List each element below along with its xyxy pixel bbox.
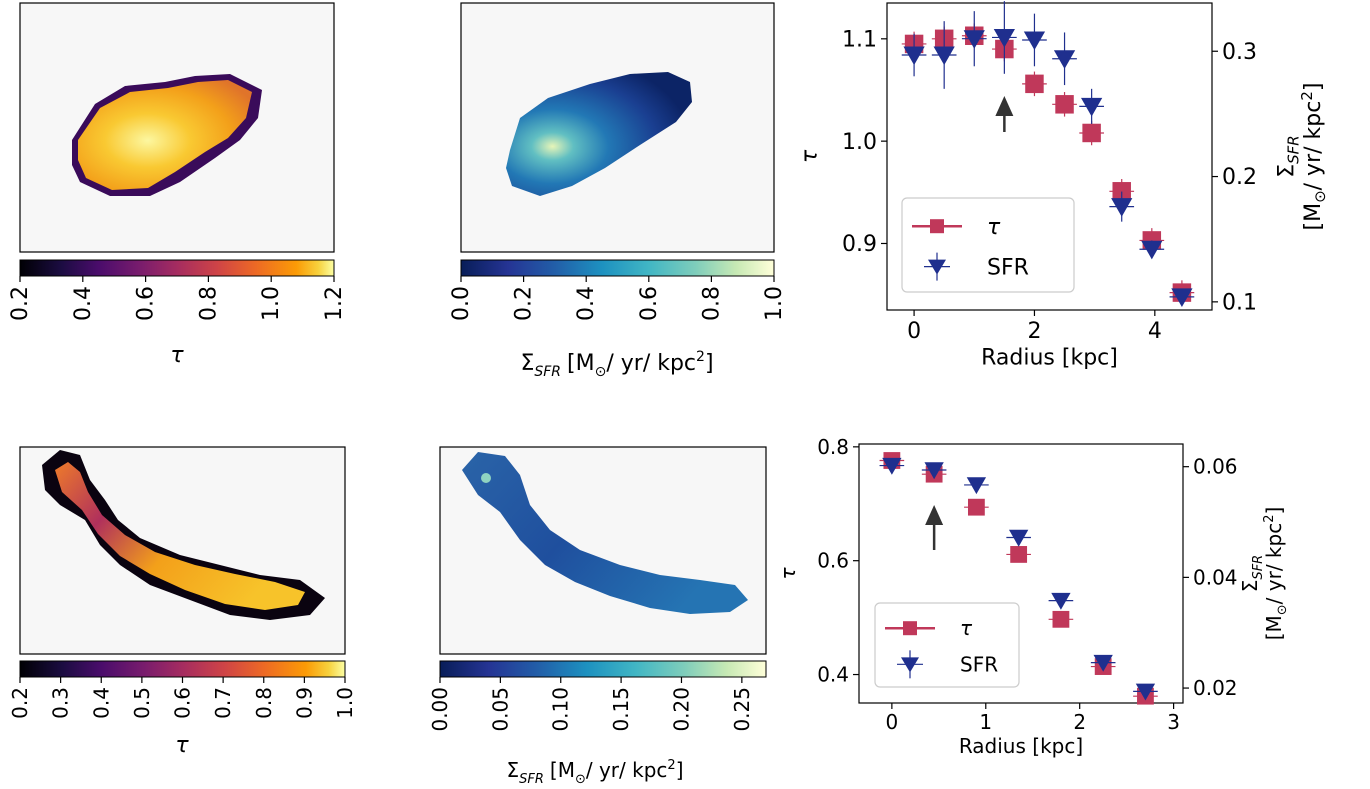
x-tick-label: 1 (979, 710, 992, 734)
x-tick-label: 0 (907, 319, 921, 344)
colorbar-tick-label: 0.25 (730, 687, 754, 732)
sfr-point (1009, 530, 1028, 547)
colorbar-tick-label: 0.6 (134, 286, 159, 321)
y2-axis-label-unit: [M⊙/ yr/ kpc2] (1262, 507, 1290, 641)
y-tick-label: 0.9 (842, 232, 877, 257)
tau-point (1055, 95, 1073, 113)
colorbar-tick-label: 1.2 (322, 286, 347, 321)
x-tick-label: 2 (1073, 710, 1086, 734)
sfr-point (1081, 98, 1102, 117)
y2-tick-label: 0.2 (1222, 165, 1257, 190)
y-tick-label: 0.6 (817, 549, 849, 573)
arrow-icon (925, 505, 943, 525)
colorbar-tick-label: 0.05 (488, 687, 512, 732)
legend-tau-marker (903, 621, 917, 635)
tau-point (968, 499, 985, 516)
map-tau-bottom (20, 447, 345, 654)
profile-plot-top: 0 2 4 0.9 1.0 1.1 0.1 0.2 0.3 Radius [kpc] τ ΣSFR[M… (798, 1, 1329, 370)
y-tick-label: 1.0 (842, 130, 877, 155)
y2-axis-label-unit: [M⊙/ yr/ kpc2] (1298, 83, 1329, 231)
colorbar-tau-bottom-label: τ (175, 733, 189, 758)
colorbar-tick-label: 0.5 (130, 687, 154, 719)
y2-tick-label: 0.06 (1193, 455, 1238, 479)
sfr-point (967, 477, 986, 494)
y2-tick-label: 0.02 (1193, 676, 1238, 700)
profile-plot-bottom: 0 1 2 3 0.4 0.6 0.8 0.02 0.04 0.06 Radius [kpc] τ ΣS… (776, 435, 1290, 758)
x-tick-label: 3 (1167, 710, 1180, 734)
tau-point (1053, 611, 1070, 628)
colorbar-tick-label: 0.9 (292, 687, 316, 719)
map-sfr-bottom (440, 447, 766, 654)
y2-axis-label-symbol: ΣSFR (1274, 135, 1302, 177)
colorbar-tick-label: 0.6 (637, 286, 662, 321)
y-axis-label: τ (798, 149, 823, 163)
colorbar-tick-label: 0.4 (574, 286, 599, 321)
legend-tau-label: τ (960, 616, 973, 640)
legend: τ SFR (902, 198, 1074, 292)
y2-tick-label: 0.04 (1193, 565, 1238, 589)
colorbar-tick-label: 0.00 (428, 687, 452, 732)
legend-tau-label: τ (987, 215, 1001, 240)
colorbar-tick-label: 0.3 (49, 687, 73, 719)
x-axis-label: Radius [kpc] (959, 734, 1083, 758)
colorbar-sfr-bottom: 0.00 0.05 0.10 0.15 0.20 0.25 ΣSFR [M⊙/ yr/ kp… (428, 661, 766, 787)
sfr-point (1111, 198, 1132, 217)
colorbar-tick-label: 0.2 (8, 687, 32, 719)
tau-point (1010, 546, 1027, 563)
x-tick-label: 0 (886, 710, 899, 734)
y2-tick-label: 0.3 (1222, 40, 1257, 65)
colorbar-tick-label: 0.6 (171, 687, 195, 719)
colorbar-sfr-bottom-label: ΣSFR [M⊙/ yr/ kpc2] (507, 758, 684, 787)
colorbar-tick-label: 1.0 (259, 286, 284, 321)
x-tick-label: 4 (1148, 319, 1162, 344)
x-tick-label: 2 (1027, 319, 1041, 344)
colorbar-tick-label: 1.0 (333, 687, 357, 719)
legend: τ SFR (875, 603, 1019, 687)
legend-sfr-label: SFR (987, 255, 1029, 280)
colorbar-tick-label: 0.20 (669, 687, 693, 732)
arrow-icon (995, 96, 1013, 116)
colorbar-tick-label: 0.0 (449, 286, 474, 321)
colorbar-tick-label: 0.4 (71, 286, 96, 321)
colorbar-tick-label: 0.7 (211, 687, 235, 719)
colorbar-tick-label: 0.15 (609, 687, 633, 732)
y-axis-label: τ (776, 567, 800, 580)
x-axis-label: Radius [kpc] (981, 345, 1118, 370)
legend-tau-marker (930, 219, 944, 233)
colorbar-tau-top-label: τ (170, 343, 184, 368)
map-sfr-top (461, 3, 774, 252)
sfr-point (1051, 593, 1070, 610)
sfr-point (934, 47, 955, 66)
colorbar-tick-label: 0.4 (89, 687, 113, 719)
y-tick-label: 1.1 (842, 28, 877, 53)
sfr-point (1024, 31, 1045, 50)
sfr-point (1141, 241, 1162, 260)
sfr-point (1054, 50, 1075, 69)
colorbar-tick-label: 0.2 (8, 286, 33, 321)
sfr-point (903, 47, 924, 66)
legend-sfr-label: SFR (960, 652, 998, 676)
map-tau-top (20, 3, 334, 252)
y2-tick-label: 0.1 (1222, 291, 1257, 316)
colorbar-tau-top: 0.2 0.4 0.6 0.8 1.0 1.2 τ (8, 260, 347, 368)
colorbar-sfr-top: 0.0 0.2 0.4 0.6 0.8 1.0 ΣSFR [M⊙/ yr/ kpc2] (449, 260, 787, 380)
colorbar-tick-label: 0.10 (549, 687, 573, 732)
y-tick-label: 0.4 (817, 663, 849, 687)
colorbar-tick-label: 0.8 (196, 286, 221, 321)
tau-point (1025, 75, 1043, 93)
colorbar-tick-label: 0.8 (252, 687, 276, 719)
colorbar-tick-label: 0.2 (512, 286, 537, 321)
y-tick-label: 0.8 (817, 435, 849, 459)
tau-point (1082, 124, 1100, 142)
colorbar-sfr-top-label: ΣSFR [M⊙/ yr/ kpc2] (520, 349, 713, 380)
colorbar-tick-label: 1.0 (762, 286, 787, 321)
colorbar-tick-label: 0.8 (699, 286, 724, 321)
colorbar-tau-bottom: 0.2 0.3 0.4 0.5 0.6 0.7 0.8 0.9 1.0 τ (8, 661, 357, 758)
